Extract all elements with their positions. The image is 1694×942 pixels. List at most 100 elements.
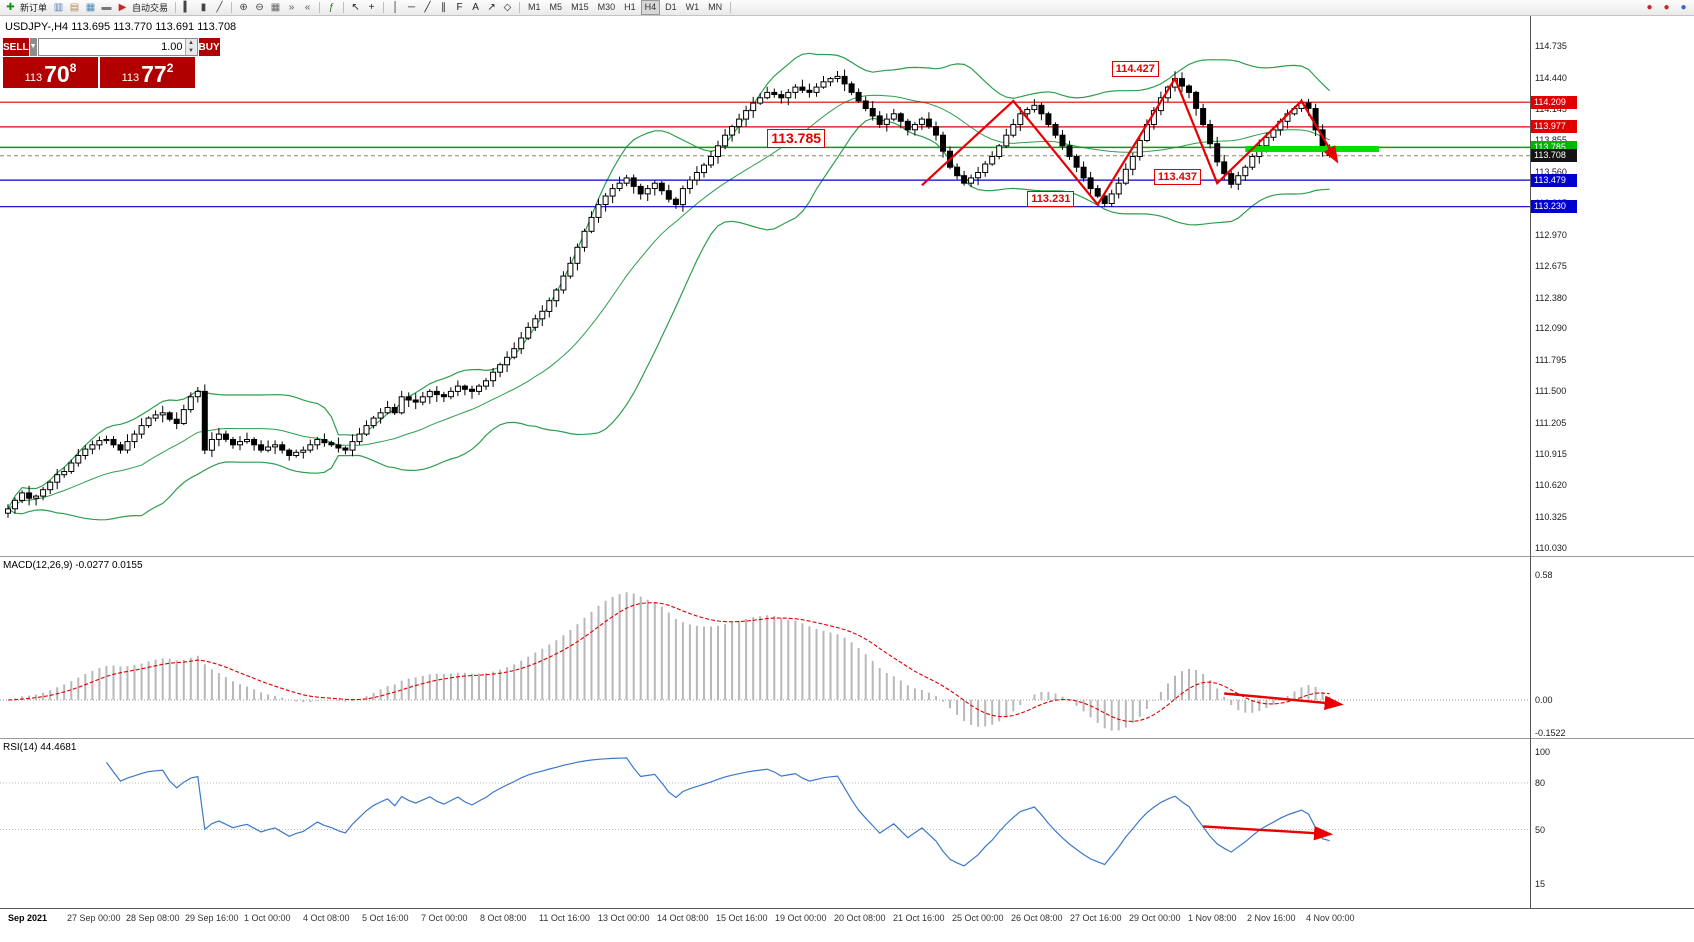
time-axis-label: 5 Oct 16:00 xyxy=(362,913,409,923)
time-axis-label: 27 Sep 00:00 xyxy=(67,913,121,923)
trade-options-caret-icon[interactable]: ▼ xyxy=(29,38,37,56)
toolbar: ✚ 新订单 ▥ ▤ ▦ ▬ ▶ 自动交易 ▍ ▮ ╱ ⊕ ⊖ ▦ » « ƒ ↖ + │ ─ ╱ ∥ F A ↗ ◇ M1 M5 M15 M… xyxy=(0,0,1694,16)
vertical-line-icon[interactable]: │ xyxy=(392,2,399,13)
channel-icon[interactable]: ∥ xyxy=(441,2,447,13)
zoom-in-icon[interactable]: ⊕ xyxy=(239,2,248,13)
macd-signal-line xyxy=(7,602,1330,723)
timeframe-m30[interactable]: M30 xyxy=(597,2,616,12)
bar-chart-icon[interactable]: ▍ xyxy=(183,2,192,13)
price-axis-label: 112.380 xyxy=(1535,292,1567,303)
timeframe-h1[interactable]: H1 xyxy=(624,2,636,12)
macd-axis-label: 0.00 xyxy=(1535,695,1553,705)
time-axis-label: 4 Nov 00:00 xyxy=(1306,913,1355,923)
candle-chart-icon[interactable]: ▮ xyxy=(200,2,207,13)
chart-window-icon[interactable]: ▥ xyxy=(53,2,64,13)
timeframe-m5[interactable]: M5 xyxy=(549,2,563,12)
price-axis-label: 113.560 xyxy=(1535,166,1567,177)
market-watch-icon[interactable]: ▦ xyxy=(85,2,96,13)
macd-axis-label: -0.1522 xyxy=(1535,727,1566,738)
price-axis-label: 114.440 xyxy=(1535,72,1567,83)
annotation-113437[interactable]: 113.437 xyxy=(1153,168,1202,185)
news-icon[interactable]: ● xyxy=(1663,2,1670,13)
time-axis-label: 28 Sep 08:00 xyxy=(126,913,180,923)
price-axis-badge-114209: 114.209 xyxy=(1531,95,1577,109)
time-axis-label: 15 Oct 16:00 xyxy=(716,913,768,923)
trend-zigzag-lines[interactable] xyxy=(921,76,1339,207)
sell-price-button[interactable]: 113 70 8 xyxy=(3,57,98,88)
community-icon[interactable]: ● xyxy=(1680,2,1687,13)
rsi-trend-arrow[interactable] xyxy=(1203,825,1334,841)
rsi-axis-label: 15 xyxy=(1535,878,1546,889)
line-chart-icon[interactable]: ╱ xyxy=(216,2,223,13)
autotrade-label: 自动交易 xyxy=(132,3,169,13)
price-axis-label: 110.030 xyxy=(1535,543,1567,554)
chart-quote-title: USDJPY-,H4 113.695 113.770 113.691 113.7… xyxy=(5,21,237,33)
alert-icon[interactable]: ● xyxy=(1646,2,1653,13)
price-axis-label: 110.620 xyxy=(1535,480,1567,491)
buy-price-big: 77 xyxy=(141,61,167,87)
timeframe-mn[interactable]: MN xyxy=(708,2,723,12)
timeframe-d1[interactable]: D1 xyxy=(665,2,677,12)
macd-trend-arrow[interactable] xyxy=(1224,692,1344,711)
crosshair-icon[interactable]: + xyxy=(368,2,375,13)
rsi-axis-label: 50 xyxy=(1535,824,1546,835)
trendline-icon[interactable]: ╱ xyxy=(424,2,431,13)
price-axis-label: 110.325 xyxy=(1535,511,1567,522)
price-axis-badge-113708: 113.708 xyxy=(1531,149,1577,163)
rsi-axis-label: 100 xyxy=(1535,747,1551,757)
price-axis-label: 111.205 xyxy=(1535,417,1567,428)
time-axis-label: 11 Oct 16:00 xyxy=(539,913,590,923)
time-axis-label: 13 Oct 00:00 xyxy=(598,913,650,923)
buy-price-button[interactable]: 113 77 2 xyxy=(100,57,195,88)
bollinger-bands xyxy=(7,52,1331,521)
text-icon[interactable]: A xyxy=(472,2,479,13)
tile-windows-icon[interactable]: ▦ xyxy=(270,2,281,13)
cursor-icon[interactable]: ↖ xyxy=(351,2,360,13)
annotation-113231[interactable]: 113.231 xyxy=(1027,191,1075,208)
time-axis-label: 29 Oct 00:00 xyxy=(1129,913,1181,923)
new-order-icon[interactable]: ✚ xyxy=(6,2,15,13)
volume-field-wrap: ▲ ▼ xyxy=(37,38,198,56)
timeframe-h4[interactable]: H4 xyxy=(640,0,661,15)
price-axis-badge-113230: 113.230 xyxy=(1531,200,1577,214)
shapes-icon[interactable]: ◇ xyxy=(503,2,512,13)
rsi-line xyxy=(105,757,1330,867)
macd-label: MACD(12,26,9) -0.0277 0.0155 xyxy=(3,560,143,571)
zoom-out-icon[interactable]: ⊖ xyxy=(255,2,264,13)
timeframe-m15[interactable]: M15 xyxy=(571,2,589,12)
sell-button[interactable]: SELL xyxy=(3,38,29,56)
volume-up-icon[interactable]: ▲ xyxy=(185,39,197,47)
price-axis-label: 113.855 xyxy=(1535,135,1567,145)
volume-stepper: ▲ ▼ xyxy=(184,39,197,55)
annotation-114427[interactable]: 114.427 xyxy=(1111,61,1159,77)
terminal-icon[interactable]: ▬ xyxy=(101,2,112,13)
sell-price-big: 70 xyxy=(44,61,70,87)
buy-price-prefix: 113 xyxy=(121,72,140,84)
toolbar-right-group: ● ● ● xyxy=(1642,1,1691,14)
fibonacci-icon[interactable]: F xyxy=(456,2,463,13)
autotrade-icon[interactable]: ▶ xyxy=(118,2,127,13)
chart-shift-icon[interactable]: « xyxy=(304,2,311,13)
volume-input[interactable] xyxy=(38,39,185,55)
price-axis-badge-113977: 113.977 xyxy=(1531,120,1577,134)
time-axis-label: 29 Sep 16:00 xyxy=(185,913,239,923)
auto-scroll-icon[interactable]: » xyxy=(288,2,295,13)
arrows-tool-icon[interactable]: ↗ xyxy=(487,2,496,13)
annotation-113785[interactable]: 113.785 xyxy=(767,129,826,149)
horizontal-line-icon[interactable]: ─ xyxy=(407,2,416,13)
time-axis-label: 4 Oct 08:00 xyxy=(303,913,350,923)
profile-icon[interactable]: ▤ xyxy=(69,2,80,13)
timeframe-m1[interactable]: M1 xyxy=(528,2,541,12)
rsi-label: RSI(14) 44.4681 xyxy=(3,742,77,753)
rsi-level-lines xyxy=(0,782,1530,830)
timeframe-w1[interactable]: W1 xyxy=(685,2,700,12)
buy-button[interactable]: BUY xyxy=(198,38,220,56)
price-axis-label: 111.795 xyxy=(1535,354,1567,365)
toolbar-separator xyxy=(343,2,345,13)
indicators-icon[interactable]: ƒ xyxy=(328,2,335,13)
volume-down-icon[interactable]: ▼ xyxy=(185,47,197,55)
price-level-lines[interactable] xyxy=(0,101,1530,208)
